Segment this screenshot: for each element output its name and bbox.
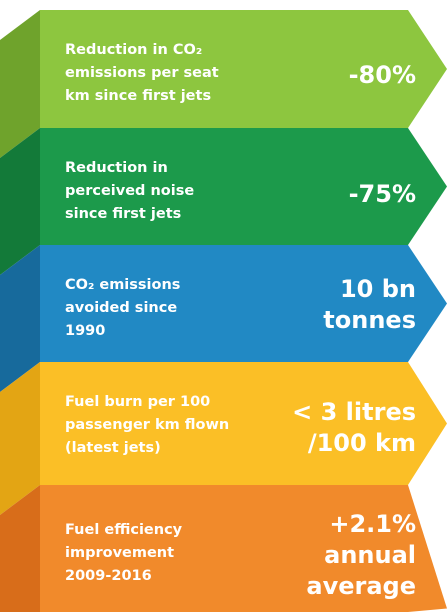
item-value: < 3 litres [292,398,416,426]
item-label: km since first jets [65,88,211,104]
item-value: -80% [349,61,416,89]
band-fold [0,245,40,392]
item-label: CO₂ emissions [65,277,180,293]
item-label: Fuel efficiency [65,522,183,538]
band [40,10,447,128]
item-value: -75% [349,180,416,208]
item-label: perceived noise [65,183,194,199]
item-label: Reduction in [65,160,168,176]
item-label: 2009-2016 [65,568,152,584]
item-label: avoided since [65,300,177,316]
band [40,245,447,362]
band [40,128,447,245]
band-fold [0,362,40,515]
item-value: average [306,572,416,600]
band-fold [0,128,40,275]
band-fold [0,10,40,158]
band-fold [0,485,40,612]
band [40,485,447,612]
item-value: tonnes [323,306,416,334]
item-label: Reduction in CO₂ [65,42,202,58]
item-label: emissions per seat [65,65,219,81]
item-value: annual [324,541,416,569]
item-label: passenger km flown [65,417,229,433]
item-value: 10 bn [340,275,416,303]
item-label: Fuel burn per 100 [65,394,210,410]
item-label: improvement [65,545,174,561]
item-label: 1990 [65,323,105,339]
item-label: (latest jets) [65,440,161,456]
item-label: since first jets [65,206,181,222]
item-value: /100 km [308,429,416,457]
band [40,362,447,485]
item-value: +2.1% [329,510,416,538]
